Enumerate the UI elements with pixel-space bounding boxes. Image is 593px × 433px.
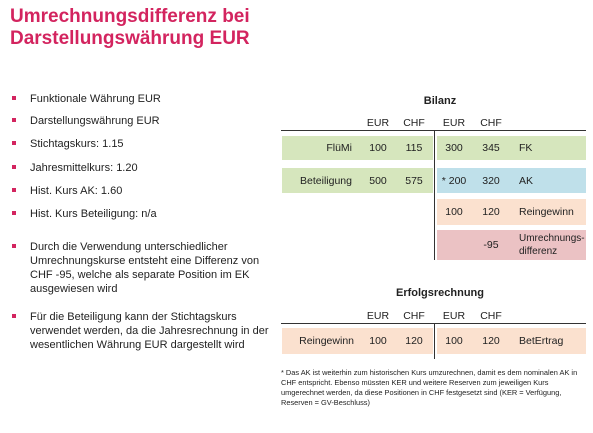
title-line-1: Umrechnungsdifferenz bei [10, 6, 250, 27]
bullet-text: Stichtagskurs: 1.15 [30, 138, 124, 150]
bilanz-right-label: FK [519, 142, 533, 154]
erfolg-title: Erfolgsrechnung [395, 287, 484, 299]
bullet-text: Funktionale Währung EUR [30, 93, 161, 105]
bullet-text: Hist. Kurs AK: 1.60 [30, 185, 123, 197]
bilanz-title: Bilanz [423, 95, 457, 107]
bilanz-col-eur-left: EUR [366, 117, 390, 129]
bilanz-row-reingewinn-bg [437, 199, 586, 225]
bilanz-right-label: Reingewinn [519, 206, 574, 218]
bilanz-cell: 575 [405, 175, 423, 187]
footnote: * Das AK ist weiterhin zum historischen … [281, 368, 578, 407]
bullet-square-icon [12, 96, 16, 100]
erfolg-cell: 100 [445, 335, 463, 347]
bilanz-cell: 100 [445, 206, 463, 218]
bullet-square-icon [12, 211, 16, 215]
erfolg-col-chf-right: CHF [480, 310, 502, 322]
bilanz-cell: 100 [369, 142, 387, 154]
bullet-square-icon [12, 165, 16, 169]
erfolg-row-left-bg [282, 328, 433, 354]
bullet-square-icon [12, 188, 16, 192]
bullet-square-icon [12, 314, 16, 318]
bilanz-row-flumi-bg [282, 136, 433, 160]
bilanz-cell: 345 [482, 142, 500, 154]
bilanz-cell: 320 [482, 175, 500, 187]
bullet-square-icon [12, 118, 16, 122]
erfolg-cell: 120 [405, 335, 423, 347]
erfolg-row-label: Reingewinn [299, 335, 354, 347]
bullet-text: Darstellungswährung EUR [30, 115, 160, 127]
bilanz-row-ak-bg [437, 168, 586, 193]
bilanz-cell: 300 [445, 142, 463, 154]
erfolg-top-line [281, 323, 586, 324]
erfolg-cell: 100 [369, 335, 387, 347]
erfolg-col-eur-left: EUR [366, 310, 390, 322]
bilanz-cell: 120 [482, 206, 500, 218]
bullet-square-icon [12, 141, 16, 145]
erfolg-t-line [434, 323, 435, 359]
erfolg-row-right-bg [437, 328, 586, 354]
bilanz-row-beteiligung-bg [282, 168, 433, 193]
bilanz-col-chf-right: CHF [480, 117, 502, 129]
bullet-square-icon [12, 244, 16, 248]
erfolg-cell: 120 [482, 335, 500, 347]
bilanz-right-label: AK [519, 175, 534, 187]
title-line-2: Darstellungswährung EUR [10, 28, 250, 49]
erfolg-col-eur-right: EUR [442, 310, 466, 322]
bilanz-row-label: FlüMi [326, 142, 352, 154]
bilanz-top-line [281, 130, 586, 131]
bullet-text: Jahresmittelkurs: 1.20 [30, 162, 138, 174]
bilanz-col-chf-left: CHF [403, 117, 425, 129]
bullet-text: Hist. Kurs Beteiligung: n/a [30, 208, 157, 220]
bilanz-col-eur-right: EUR [442, 117, 466, 129]
erfolg-right-label: BetErtrag [519, 335, 564, 347]
bullet-text: Für die Beteiligung kann der Stichtagsku… [30, 311, 269, 351]
bilanz-t-line [434, 130, 435, 260]
bilanz-right-label: Umrechnungs-differenz [519, 233, 585, 257]
bilanz-cell: 115 [405, 142, 423, 154]
erfolg-col-chf-left: CHF [403, 310, 425, 322]
bilanz-row-label: Beteiligung [300, 175, 352, 187]
bilanz-cell: -95 [483, 239, 499, 251]
bilanz-row-umrechnungsdifferenz-bg [437, 230, 586, 260]
bilanz-cell: 500 [369, 175, 387, 187]
bilanz-row-fk-label-bg [511, 136, 586, 160]
slide-title: Umrechnungsdifferenz bei Darstellungswäh… [10, 6, 430, 50]
bilanz-row-fk-bg [437, 136, 511, 160]
bilanz-cell: * 200 [441, 175, 467, 187]
bullet-text: Durch die Verwendung unterschiedlicher U… [30, 241, 260, 295]
